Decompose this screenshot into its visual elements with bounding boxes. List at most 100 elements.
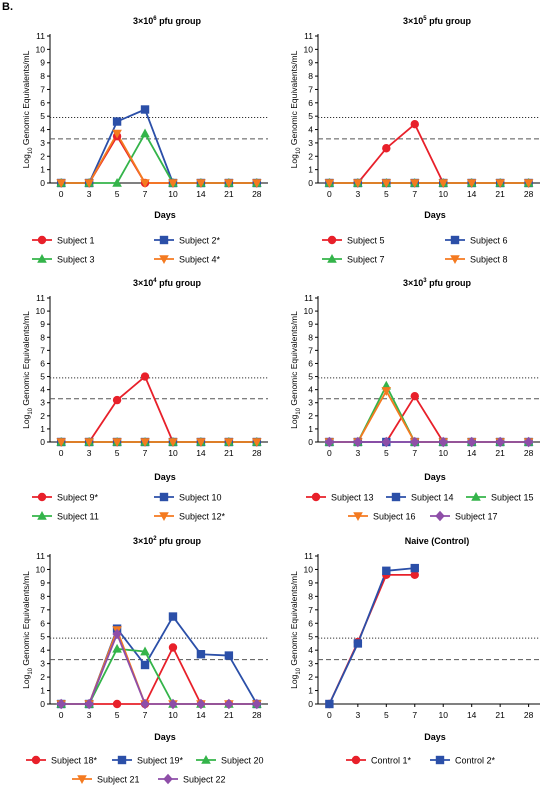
y-tick-label: 7 (308, 84, 313, 94)
panel-label: B. (2, 1, 13, 13)
y-tick-label: 10 (36, 306, 46, 316)
legend-item: Subject 1 (32, 236, 95, 246)
x-tick-label: 5 (115, 448, 120, 458)
legend-marker (450, 235, 460, 245)
legend-label: Subject 10 (179, 493, 222, 503)
y-tick-label: 1 (308, 686, 313, 696)
x-tick-label: 14 (196, 710, 206, 720)
chart-title: 3×106 pfu group (133, 16, 202, 26)
legend-label: Subject 16 (373, 512, 416, 522)
legend-item: Subject 6 (445, 236, 508, 246)
y-tick-label: 9 (308, 58, 313, 68)
data-point (112, 178, 122, 187)
data-point (112, 699, 122, 709)
legend-marker (471, 492, 481, 501)
legend-marker (159, 512, 169, 521)
y-tick-label: 11 (304, 293, 313, 303)
legend-label: Subject 4* (179, 255, 221, 265)
legend-marker (117, 755, 127, 765)
y-tick-label: 11 (304, 31, 313, 41)
data-point (140, 105, 150, 114)
chart-panel-2: 3×105 pfu group 0 1 2 3 4 5 6 7 8 9 10 11 0 3 5 7 10 14 21 2… (289, 16, 540, 265)
data-point (495, 436, 505, 448)
data-point (523, 436, 534, 448)
legend-label: Subject 9* (57, 493, 99, 503)
x-tick-label: 7 (412, 710, 417, 720)
y-tick-label: 6 (308, 358, 313, 368)
y-tick-label: 2 (308, 672, 313, 682)
y-tick-label: 7 (40, 84, 45, 94)
y-tick-label: 6 (40, 358, 45, 368)
data-point (381, 179, 392, 188)
y-tick-label: 4 (40, 125, 45, 135)
y-tick-label: 11 (304, 551, 313, 561)
data-point (523, 179, 534, 188)
legend-item: Subject 17 (430, 510, 498, 522)
data-point (112, 438, 122, 447)
legend-marker (450, 255, 460, 264)
legend-label: Subject 6 (470, 236, 508, 246)
x-tick-label: 10 (168, 448, 178, 458)
x-axis-label: Days (424, 732, 446, 742)
legend-label: Subject 2* (179, 236, 221, 246)
series-line (61, 132, 257, 184)
data-point (84, 698, 94, 710)
x-tick-label: 10 (168, 710, 178, 720)
chart-title: 3×102 pfu group (133, 536, 202, 546)
x-tick-label: 21 (495, 448, 505, 458)
legend-marker (435, 510, 445, 522)
legend-label: Control 2* (455, 756, 496, 766)
y-tick-label: 2 (308, 411, 313, 421)
legend-label: Subject 3 (57, 255, 95, 265)
data-point (112, 628, 122, 640)
y-tick-label: 9 (40, 58, 45, 68)
data-point (409, 179, 420, 188)
y-axis-label: Log10 Genomic Equivalents/mL (289, 50, 302, 168)
x-tick-label: 21 (224, 448, 234, 458)
data-point (410, 436, 420, 448)
y-tick-label: 5 (40, 632, 45, 642)
legend-label: Subject 18* (51, 756, 98, 766)
legend-label: Subject 5 (347, 236, 385, 246)
x-tick-label: 5 (115, 710, 120, 720)
legend-item: Subject 15 (466, 492, 534, 503)
y-tick-label: 11 (36, 551, 45, 561)
x-tick-label: 7 (412, 448, 417, 458)
x-tick-label: 21 (495, 189, 505, 199)
data-point (196, 650, 206, 659)
x-tick-label: 0 (327, 448, 332, 458)
y-axis-label: Log10 Genomic Equivalents/mL (21, 311, 34, 429)
y-tick-label: 0 (40, 178, 45, 188)
x-tick-label: 28 (524, 448, 534, 458)
y-tick-label: 9 (40, 578, 45, 588)
x-tick-label: 28 (252, 189, 262, 199)
y-tick-label: 2 (308, 151, 313, 161)
data-point (140, 698, 150, 710)
legend-marker (159, 492, 169, 502)
legend-item: Subject 4* (154, 255, 221, 265)
y-tick-label: 0 (40, 699, 45, 709)
x-tick-label: 28 (252, 710, 262, 720)
y-tick-label: 6 (308, 98, 313, 108)
legend-item: Subject 13 (306, 493, 374, 503)
x-tick-label: 21 (224, 189, 234, 199)
y-tick-label: 0 (308, 699, 313, 709)
data-point (140, 128, 150, 138)
y-tick-label: 9 (308, 578, 313, 588)
y-tick-label: 1 (308, 165, 313, 175)
x-tick-label: 5 (384, 189, 389, 199)
x-tick-label: 10 (438, 448, 448, 458)
legend-item: Subject 14 (386, 493, 454, 503)
series-line (61, 132, 257, 184)
x-tick-label: 0 (327, 189, 332, 199)
chart-panel-1: 3×106 pfu group 0 1 2 3 4 5 6 7 8 9 10 11 0 3 5 7 10 14 21 2… (21, 16, 268, 265)
x-tick-label: 28 (252, 448, 262, 458)
y-tick-label: 1 (308, 424, 313, 434)
legend-item: Subject 19* (112, 756, 184, 766)
x-tick-label: 0 (59, 448, 64, 458)
data-point (410, 570, 419, 580)
legend-marker (37, 235, 47, 245)
data-point (140, 646, 150, 656)
legend-marker (31, 755, 41, 765)
